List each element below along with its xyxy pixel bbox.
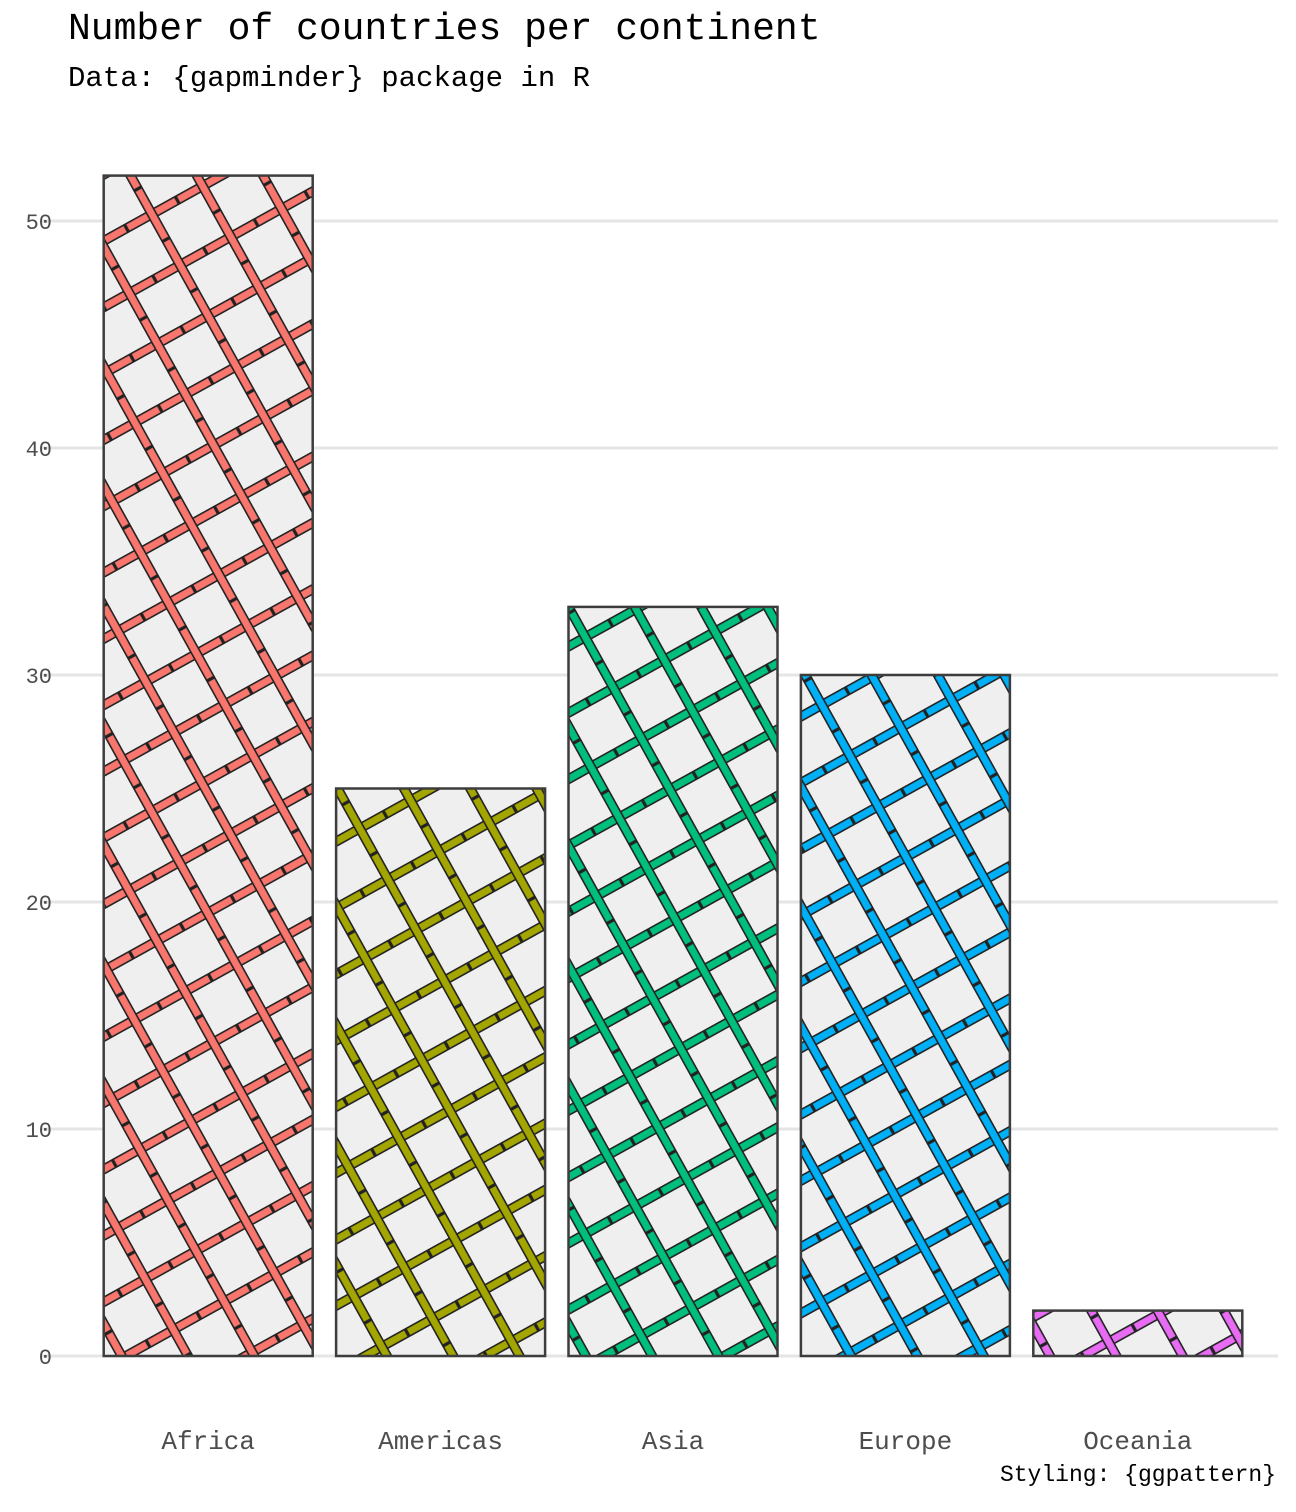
y-tick-label: 20 [26,892,52,917]
y-tick-label: 10 [26,1119,52,1144]
bar-asia [567,605,779,1358]
x-tick-label: Europe [859,1427,953,1457]
bar-africa [102,174,314,1358]
bar-europe [799,673,1012,1358]
y-tick-label: 0 [39,1346,52,1371]
y-axis-ticks: 0 10 20 30 40 50 [26,211,52,1371]
x-axis-labels: Africa Americas Asia Europe Oceania [161,1427,1192,1457]
x-tick-label: Oceania [1083,1427,1192,1457]
x-tick-label: Americas [378,1427,503,1457]
x-tick-label: Africa [161,1427,255,1457]
y-tick-label: 30 [26,665,52,690]
y-tick-label: 50 [26,211,52,236]
chart-subtitle: Data: {gapminder} package in R [68,62,591,95]
y-tick-label: 40 [26,438,52,463]
chart-caption: Styling: {ggpattern} [999,1462,1276,1488]
chart-title: Number of countries per continent [68,8,821,51]
bar-oceania [1032,1309,1244,1358]
x-tick-label: Asia [642,1427,704,1457]
bars [102,174,1244,1358]
bar-americas [334,787,547,1358]
